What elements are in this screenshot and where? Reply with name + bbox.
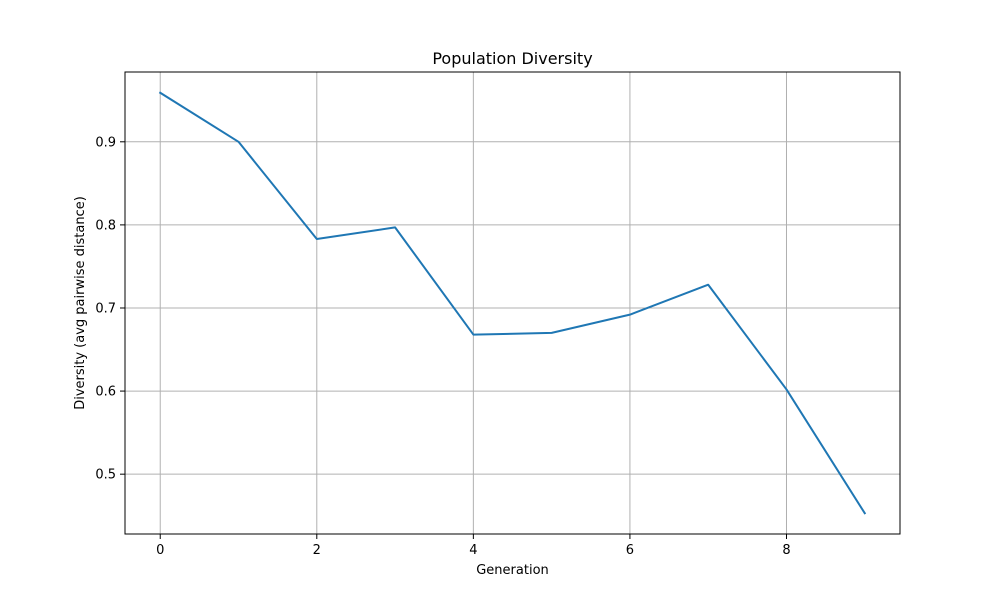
chart-title: Population Diversity	[432, 49, 592, 68]
series-line-0	[158, 91, 867, 515]
y-tick-label: 0.6	[95, 385, 116, 400]
y-tick-label: 0.8	[95, 218, 116, 233]
y-tick-label: 0.9	[95, 135, 116, 150]
x-tick-label: 2	[313, 543, 321, 558]
series-layer	[158, 91, 867, 515]
axis-ticks: 0 2 4 6 8 0.5 0.6 0.7 0.8 0.9	[95, 135, 790, 558]
x-tick-label: 4	[469, 543, 477, 558]
grid-lines	[125, 72, 900, 534]
x-tick-label: 0	[156, 543, 164, 558]
y-tick-label: 0.5	[95, 468, 116, 483]
y-axis-title: Diversity (avg pairwise distance)	[73, 196, 88, 410]
plot-frame	[124, 71, 901, 535]
y-tick-label: 0.7	[95, 301, 116, 316]
x-tick-label: 8	[782, 543, 790, 558]
x-axis-title: Generation	[476, 563, 549, 578]
x-tick-label: 6	[626, 543, 634, 558]
